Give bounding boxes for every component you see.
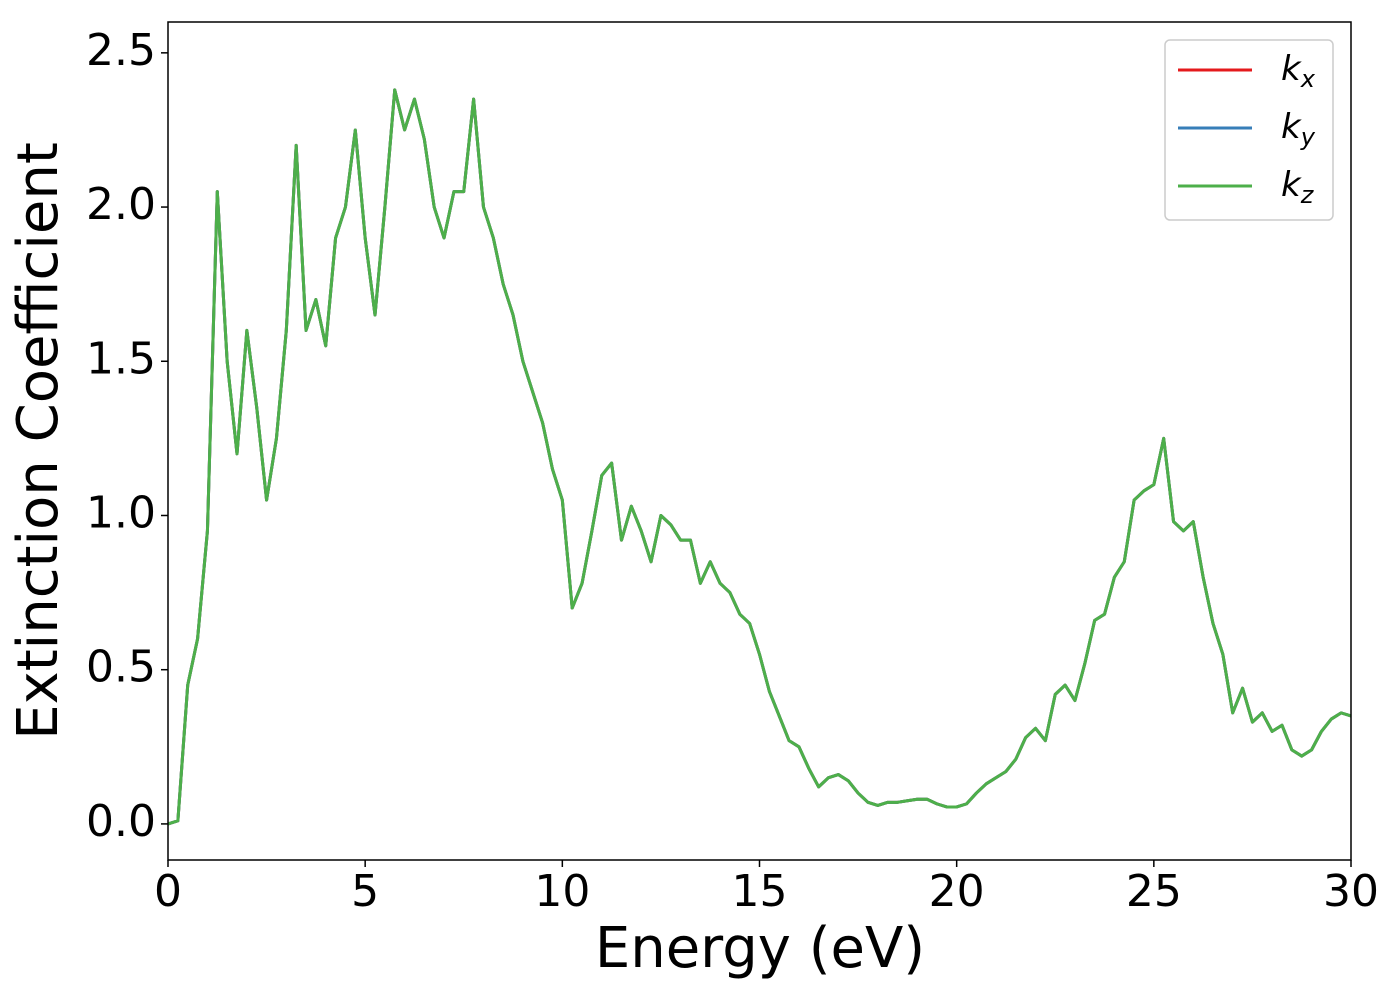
legend-label: ky [1281,107,1316,152]
x-tick-label: 5 [351,866,379,917]
y-axis-label: Extinction Coefficient [6,142,71,740]
legend-label: kz [1281,165,1315,210]
x-tick-label: 0 [154,866,182,917]
x-axis-label: Energy (eV) [595,916,925,981]
legend-box [1164,39,1334,221]
y-tick-label: 1.0 [86,487,156,538]
x-tick-label: 20 [929,866,985,917]
x-tick-label: 15 [732,866,788,917]
series-line [167,88,1352,826]
y-tick-label: 1.5 [86,333,156,384]
y-tick-label: 2.0 [86,179,156,230]
y-tick-label: 0.0 [86,796,156,847]
y-tick-label: 2.5 [86,25,156,76]
y-tick-label: 0.5 [86,642,156,693]
plot-frame [167,21,1352,861]
x-tick-label: 30 [1323,866,1379,917]
x-tick-label: 25 [1126,866,1182,917]
legend-label: kx [1281,49,1316,94]
x-tick-label: 10 [534,866,590,917]
